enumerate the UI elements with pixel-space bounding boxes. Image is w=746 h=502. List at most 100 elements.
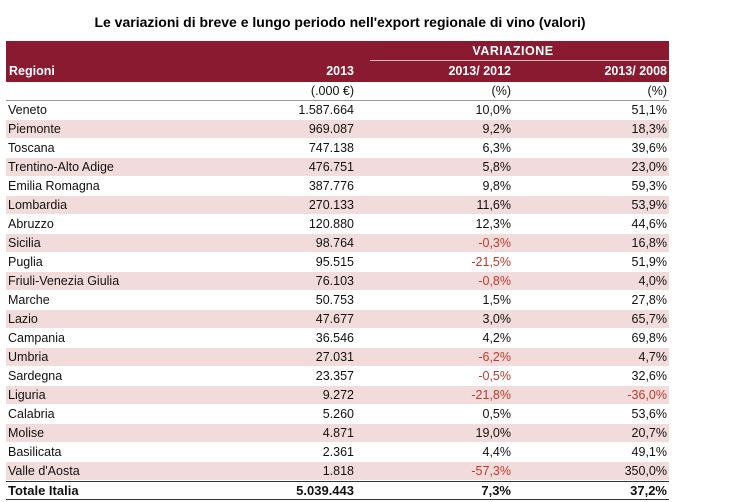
var-short-cell: 4,2% (482, 331, 512, 345)
var-short-cell: 10,0% (475, 103, 511, 117)
var-short-cell: 1,5% (482, 293, 512, 307)
region-cell: Molise (8, 426, 45, 440)
var-long-cell: 39,6% (631, 141, 667, 155)
table-row: Liguria 9.272 -21,8% -36,0% (6, 386, 669, 405)
var-long-cell: 4,0% (638, 274, 668, 288)
table-row: Lombardia 270.133 11,6% 53,9% (6, 196, 669, 215)
table-row: Puglia 95.515 -21,5% 51,9% (6, 253, 669, 272)
region-cell: Friuli-Venezia Giulia (8, 274, 120, 288)
table-row: Marche 50.753 1,5% 27,8% (6, 291, 669, 310)
table-row: Lazio 47.677 3,0% 65,7% (6, 310, 669, 329)
var-short-cell: 4,4% (482, 445, 512, 459)
region-cell: Veneto (8, 103, 47, 117)
var-long-cell: 69,8% (631, 331, 667, 345)
region-cell: Sicilia (8, 236, 41, 250)
region-cell: Lazio (8, 312, 38, 326)
region-cell: Toscana (8, 141, 55, 155)
value-cell: 120.880 (308, 217, 354, 231)
region-cell: Puglia (8, 255, 43, 269)
units-row: (.000 €) (%) (%) (6, 82, 669, 101)
region-cell: Marche (8, 293, 50, 307)
total-var-short: 7,3% (481, 483, 511, 498)
table-row: Sardegna 23.357 -0,5% 32,6% (6, 367, 669, 386)
var-long-cell: 59,3% (631, 179, 667, 193)
units-var-short: (%) (491, 84, 511, 98)
region-cell: Sardegna (8, 369, 63, 383)
value-cell: 50.753 (315, 293, 354, 307)
var-long-cell: 4,7% (638, 350, 668, 364)
table-row: Trentino-Alto Adige 476.751 5,8% 23,0% (6, 158, 669, 177)
region-cell: Campania (8, 331, 65, 345)
var-short-cell: 12,3% (475, 217, 511, 231)
var-short-cell: -21,5% (471, 255, 511, 269)
region-cell: Valle d'Aosta (8, 464, 80, 478)
table-row: Veneto 1.587.664 10,0% 51,1% (6, 101, 669, 120)
table-body: Veneto 1.587.664 10,0% 51,1% Piemonte 969.087… (6, 101, 669, 481)
var-short-cell: -0,3% (478, 236, 511, 250)
var-short-cell: -0,8% (478, 274, 511, 288)
value-cell: 76.103 (315, 274, 354, 288)
var-long-cell: 23,0% (631, 160, 667, 174)
value-cell: 969.087 (308, 122, 354, 136)
total-value: 5.039.443 (296, 483, 354, 498)
export-table: VARIAZIONE Regioni 2013 2013/ 2012 2013/… (6, 41, 669, 500)
col-header-var-long: 2013/ 2008 (604, 64, 667, 78)
table-title: Le variazioni di breve e lungo periodo n… (94, 14, 586, 30)
var-long-cell: 49,1% (631, 445, 667, 459)
units-value: (.000 €) (310, 84, 354, 98)
value-cell: 9.272 (322, 388, 354, 402)
var-long-cell: 20,7% (631, 426, 667, 440)
var-short-cell: -0,5% (478, 369, 511, 383)
header-divider (370, 60, 669, 61)
col-header-value: 2013 (326, 64, 354, 78)
var-long-cell: -36,0% (627, 388, 667, 402)
region-cell: Piemonte (8, 122, 61, 136)
var-short-cell: 3,0% (482, 312, 512, 326)
value-cell: 98.764 (315, 236, 354, 250)
region-cell: Liguria (8, 388, 46, 402)
var-short-cell: 9,8% (482, 179, 512, 193)
table-row: Molise 4.871 19,0% 20,7% (6, 424, 669, 443)
var-short-cell: -57,3% (471, 464, 511, 478)
region-cell: Trentino-Alto Adige (8, 160, 114, 174)
var-long-cell: 51,1% (631, 103, 667, 117)
table-row: Calabria 5.260 0,5% 53,6% (6, 405, 669, 424)
region-cell: Umbria (8, 350, 49, 364)
region-cell: Abruzzo (8, 217, 54, 231)
var-long-cell: 32,6% (631, 369, 667, 383)
variazione-group-label: VARIAZIONE (472, 44, 554, 58)
value-cell: 5.260 (322, 407, 354, 421)
table-row: Piemonte 969.087 9,2% 18,3% (6, 120, 669, 139)
var-short-cell: 11,6% (476, 198, 511, 212)
value-cell: 1.587.664 (298, 103, 354, 117)
value-cell: 36.546 (315, 331, 354, 345)
var-long-cell: 44,6% (631, 217, 667, 231)
units-var-long: (%) (647, 84, 667, 98)
table-row: Campania 36.546 4,2% 69,8% (6, 329, 669, 348)
table-header: VARIAZIONE Regioni 2013 2013/ 2012 2013/… (6, 41, 669, 82)
var-long-cell: 51,9% (631, 255, 667, 269)
col-header-region: Regioni (9, 64, 55, 78)
var-long-cell: 53,6% (631, 407, 667, 421)
value-cell: 270.133 (308, 198, 354, 212)
var-short-cell: 19,0% (475, 426, 511, 440)
var-long-cell: 65,7% (631, 312, 667, 326)
table-row: Emilia Romagna 387.776 9,8% 59,3% (6, 177, 669, 196)
total-row: Totale Italia 5.039.443 7,3% 37,2% (6, 481, 669, 500)
var-short-cell: -21,8% (471, 388, 511, 402)
table-row: Toscana 747.138 6,3% 39,6% (6, 139, 669, 158)
value-cell: 476.751 (308, 160, 354, 174)
value-cell: 747.138 (308, 141, 354, 155)
table-row: Valle d'Aosta 1.818 -57,3% 350,0% (6, 462, 669, 481)
table-row: Umbria 27.031 -6,2% 4,7% (6, 348, 669, 367)
value-cell: 387.776 (308, 179, 354, 193)
total-region: Totale Italia (8, 483, 79, 498)
value-cell: 2.361 (322, 445, 354, 459)
value-cell: 23.357 (315, 369, 354, 383)
var-short-cell: 9,2% (482, 122, 512, 136)
value-cell: 27.031 (315, 350, 354, 364)
var-long-cell: 18,3% (631, 122, 667, 136)
var-long-cell: 53,9% (631, 198, 667, 212)
region-cell: Basilicata (8, 445, 62, 459)
region-cell: Emilia Romagna (8, 179, 100, 193)
